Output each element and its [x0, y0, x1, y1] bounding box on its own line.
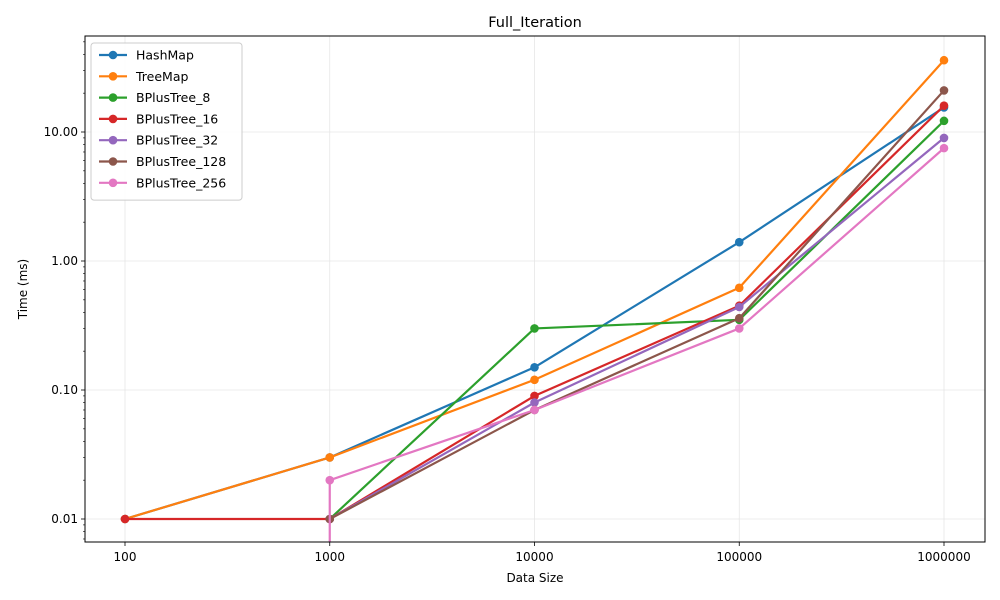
series-line: [329, 120, 945, 520]
legend-label: BPlusTree_256: [136, 175, 226, 190]
y-tick-label: 10.00: [44, 125, 78, 139]
x-tick-label: 1000: [314, 550, 345, 564]
legend-label: BPlusTree_8: [136, 90, 210, 105]
data-point: [530, 405, 539, 415]
x-tick-label: 10000: [515, 550, 553, 564]
x-axis-label: Data Size: [506, 571, 563, 585]
legend-item: TreeMap: [99, 69, 188, 84]
legend-frame: [90, 42, 243, 201]
data-point: [734, 283, 744, 293]
data-point: [530, 398, 539, 407]
data-point: [530, 362, 539, 372]
data-point: [939, 55, 949, 65]
legend-label: HashMap: [136, 48, 194, 63]
legend-swatch-marker: [108, 135, 118, 145]
data-point: [325, 475, 335, 485]
data-point: [530, 324, 539, 333]
legend-item: BPlusTree_256: [99, 175, 226, 190]
data-point: [939, 133, 949, 143]
series-lines: [120, 55, 949, 542]
legend-label: BPlusTree_16: [136, 111, 218, 126]
y-tick-label: 0.10: [51, 383, 78, 397]
y-tick-label: 0.01: [51, 512, 78, 526]
legend-item: BPlusTree_16: [99, 111, 218, 126]
x-tick-label: 100000: [716, 550, 762, 564]
legend-label: BPlusTree_128: [136, 154, 226, 169]
data-point: [734, 324, 744, 333]
series-line: [329, 137, 945, 520]
data-point: [120, 514, 130, 524]
x-axis: 100 1000 10000 100000 1000000: [114, 542, 971, 564]
legend-swatch-marker: [108, 93, 118, 102]
series-bplustree-256: [325, 143, 949, 542]
legend-item: BPlusTree_8: [99, 90, 210, 105]
data-point: [734, 237, 744, 247]
series-bplustree-8: [325, 116, 949, 524]
data-point: [939, 143, 949, 153]
legend-swatch-marker: [108, 157, 118, 166]
legend-label: TreeMap: [135, 69, 188, 84]
x-tick-label: 100: [114, 550, 137, 564]
data-point: [734, 313, 744, 323]
legend-swatch-marker: [108, 50, 118, 60]
data-point: [530, 391, 539, 401]
legend-swatch-marker: [108, 72, 118, 81]
y-axis: 0.01 0.10 1.00 10.00: [44, 41, 85, 540]
series-line: [329, 89, 945, 520]
data-point: [325, 453, 335, 462]
legend-item: HashMap: [99, 48, 194, 63]
legend-label: BPlusTree_32: [136, 133, 218, 148]
series-line: [328, 147, 945, 542]
data-point: [734, 302, 744, 312]
plot-area-frame: [84, 35, 986, 543]
data-point: [530, 375, 539, 385]
x-tick-label: 1000000: [917, 550, 970, 564]
legend-swatch-marker: [108, 114, 118, 124]
legend-swatch-marker: [108, 178, 118, 188]
y-tick-label: 1.00: [51, 254, 78, 268]
data-point: [939, 101, 949, 110]
y-axis-label: Time (ms): [16, 259, 30, 321]
legend-item: BPlusTree_32: [99, 133, 218, 148]
legend: HashMap TreeMap BPlusTree_8 BPlusTree_16 BPl…: [90, 42, 243, 201]
legend-item: BPlusTree_128: [99, 154, 226, 169]
data-point: [939, 116, 949, 126]
data-point: [939, 86, 949, 95]
chart-title: Full_Iteration: [488, 15, 582, 31]
